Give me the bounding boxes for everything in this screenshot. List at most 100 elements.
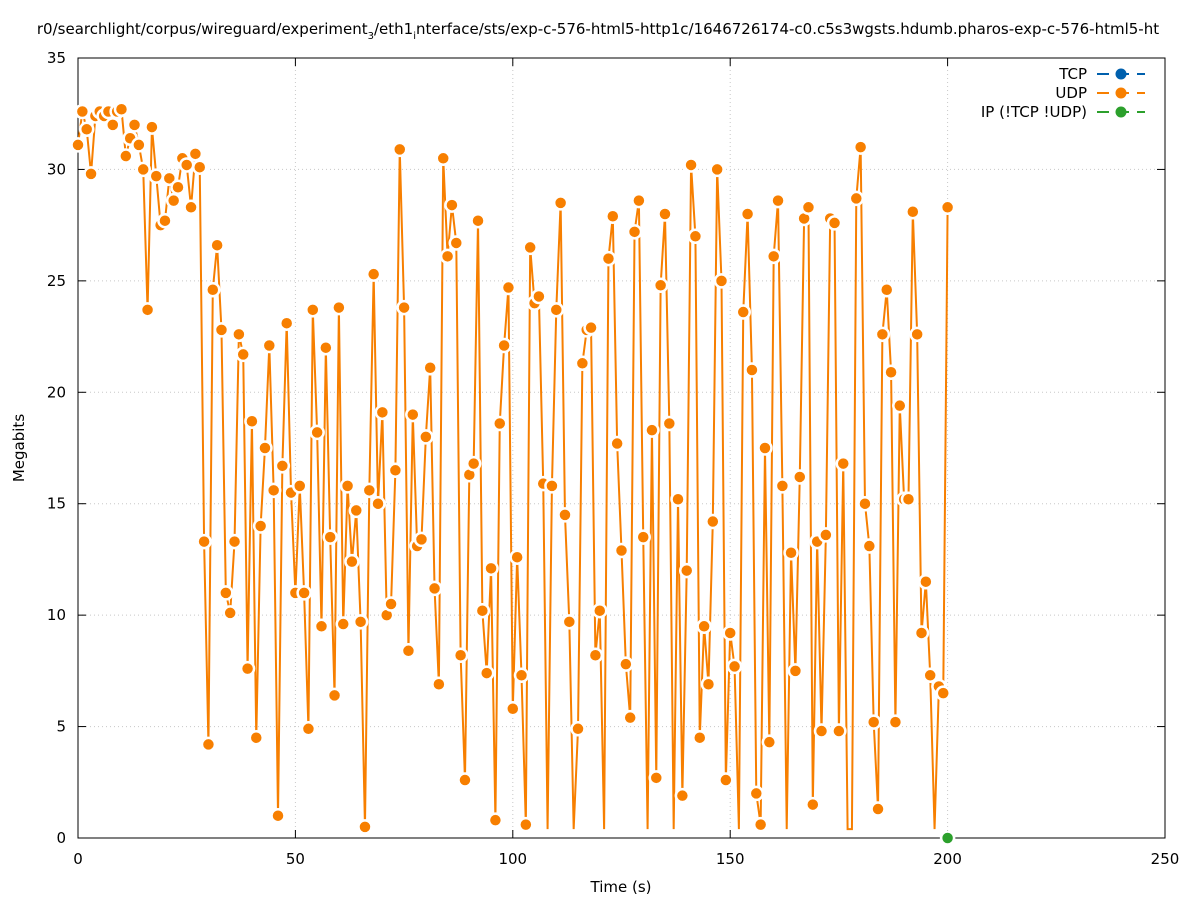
data-point xyxy=(783,544,799,561)
y-tick-label: 25 xyxy=(47,272,66,290)
data-point xyxy=(818,527,834,543)
data-point xyxy=(457,772,473,788)
legend-label: UDP xyxy=(1055,84,1087,102)
data-point xyxy=(652,277,669,294)
data-point xyxy=(200,736,217,753)
data-point xyxy=(170,179,186,196)
data-point xyxy=(70,137,86,153)
series-line xyxy=(77,107,949,831)
chart-title: r0/searchlight/corpus/wireguard/experime… xyxy=(37,20,1159,42)
series-layer xyxy=(70,101,956,846)
x-tick-label: 200 xyxy=(933,850,962,868)
data-point xyxy=(939,199,956,216)
data-point xyxy=(648,770,665,786)
data-point xyxy=(605,208,621,224)
data-point xyxy=(852,139,869,155)
data-point xyxy=(405,406,421,423)
data-point xyxy=(878,282,895,298)
data-point xyxy=(418,429,434,445)
data-point xyxy=(483,560,499,577)
data-point xyxy=(144,119,160,135)
data-point xyxy=(183,199,199,216)
data-point xyxy=(157,212,173,229)
x-axis-label: Time (s) xyxy=(590,878,652,896)
data-point xyxy=(131,137,147,153)
data-point xyxy=(831,723,847,739)
data-point xyxy=(609,435,625,452)
data-point xyxy=(583,319,599,336)
data-point xyxy=(900,491,917,508)
data-point xyxy=(300,721,317,737)
data-point xyxy=(909,326,925,343)
data-point xyxy=(392,141,408,158)
data-point xyxy=(618,656,634,672)
data-point xyxy=(522,239,538,256)
data-point xyxy=(113,101,130,118)
data-point xyxy=(331,299,347,316)
data-point xyxy=(465,455,482,472)
data-point xyxy=(865,714,882,730)
data-point xyxy=(191,159,208,175)
data-point xyxy=(700,676,717,692)
data-point xyxy=(757,440,773,456)
data-point xyxy=(561,614,578,630)
data-point xyxy=(874,326,891,343)
data-point xyxy=(509,549,525,565)
data-point xyxy=(657,206,673,222)
data-point xyxy=(396,299,412,316)
data-point xyxy=(178,157,195,173)
data-point xyxy=(631,192,647,209)
data-point xyxy=(744,362,760,378)
data-point xyxy=(470,212,486,229)
data-point xyxy=(370,495,386,512)
data-point xyxy=(761,734,778,750)
data-point xyxy=(557,507,573,523)
data-point xyxy=(231,326,247,343)
data-point xyxy=(805,796,821,813)
y-tick-label: 10 xyxy=(47,606,66,624)
data-point xyxy=(918,573,934,590)
data-point xyxy=(735,304,751,320)
data-point xyxy=(670,491,686,508)
data-point xyxy=(239,660,256,677)
data-point xyxy=(892,397,908,414)
data-point xyxy=(413,531,430,548)
data-point xyxy=(213,322,230,338)
data-point xyxy=(635,529,651,545)
data-point xyxy=(431,676,447,692)
data-point xyxy=(348,502,365,519)
data-point xyxy=(235,346,251,363)
data-point xyxy=(935,685,951,701)
data-point xyxy=(692,729,708,746)
legend-label: TCP xyxy=(1058,65,1087,83)
data-point xyxy=(678,562,695,579)
data-point xyxy=(248,729,265,746)
data-point xyxy=(792,469,808,485)
data-point xyxy=(335,616,351,632)
data-point xyxy=(361,482,378,499)
data-point xyxy=(126,117,143,133)
data-point xyxy=(78,121,95,138)
data-point xyxy=(374,404,391,421)
data-point xyxy=(705,513,721,530)
data-point xyxy=(452,647,469,664)
data-point xyxy=(313,618,330,635)
data-point xyxy=(861,538,878,554)
legend-swatch-marker xyxy=(1115,68,1127,80)
data-point xyxy=(813,723,830,739)
data-point xyxy=(544,478,560,494)
data-point xyxy=(270,807,286,824)
data-point xyxy=(722,625,738,641)
data-point xyxy=(357,819,373,835)
data-point xyxy=(448,235,465,251)
data-point xyxy=(848,190,865,207)
data-point xyxy=(739,206,756,222)
series-1 xyxy=(70,101,956,835)
data-point xyxy=(74,103,91,120)
data-point xyxy=(683,157,699,173)
data-point xyxy=(826,215,843,231)
data-point xyxy=(278,315,295,331)
data-point xyxy=(518,816,534,833)
data-point xyxy=(548,302,565,318)
